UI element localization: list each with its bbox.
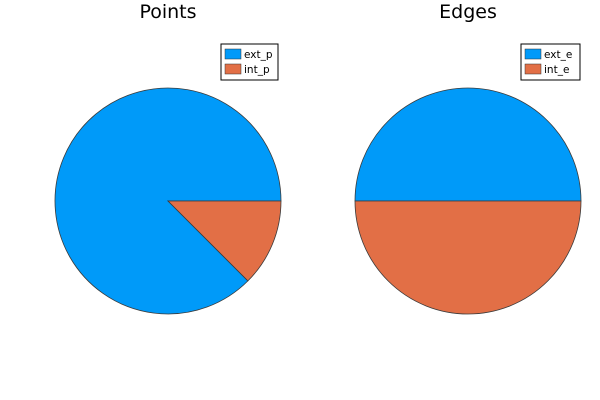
- legend-swatch-int-e: [524, 63, 542, 75]
- legend-swatch-ext-p: [224, 48, 242, 60]
- pie-points: [54, 87, 282, 315]
- legend-edges: ext_e int_e: [520, 43, 581, 81]
- legend-swatch-ext-e: [524, 48, 542, 60]
- legend-points: ext_p int_p: [220, 43, 279, 81]
- legend-label-int-e: int_e: [544, 64, 569, 76]
- legend-label-int-p: int_p: [244, 64, 270, 76]
- legend-swatch-int-p: [224, 63, 242, 75]
- chart-edges: Edges ext_e int_e: [354, 1, 582, 315]
- legend-label-ext-e: ext_e: [544, 49, 572, 61]
- pie-slice-ext-e: [354, 87, 582, 202]
- chart-title-edges: Edges: [439, 1, 497, 23]
- pie-slice-ext-p: [54, 87, 282, 315]
- legend-label-ext-p: ext_p: [244, 49, 273, 61]
- chart-points: Points ext_p int_p: [54, 1, 282, 315]
- pie-slice-int-e: [354, 200, 582, 315]
- chart-title-points: Points: [139, 1, 196, 23]
- pie-edges: [354, 87, 582, 315]
- pie-slice-int-p: [167, 200, 282, 282]
